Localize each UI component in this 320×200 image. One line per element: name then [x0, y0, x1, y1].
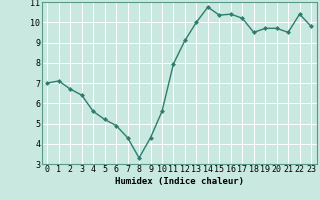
X-axis label: Humidex (Indice chaleur): Humidex (Indice chaleur)	[115, 177, 244, 186]
